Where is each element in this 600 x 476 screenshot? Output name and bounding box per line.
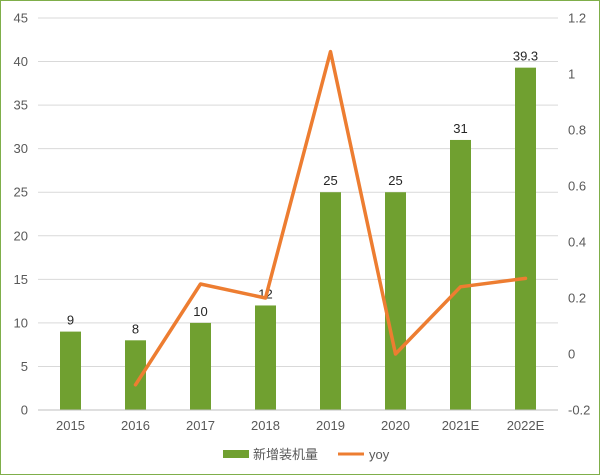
x-tick-label: 2018: [251, 418, 280, 433]
bar: [385, 192, 406, 410]
bar-data-label: 10: [193, 304, 207, 319]
right-tick-label: -0.2: [568, 403, 590, 418]
legend-bar-swatch: [223, 450, 249, 458]
x-tick-label: 2022E: [507, 418, 545, 433]
bar-data-label: 39.3: [513, 49, 538, 64]
right-tick-label: 0.6: [568, 179, 586, 194]
left-y-axis: 0 5 10 15 20 25 30 35 40 45: [14, 11, 28, 418]
left-tick-label: 0: [21, 403, 28, 418]
yoy-line: [133, 49, 528, 387]
gridlines: [38, 17, 558, 367]
right-tick-label: 0.8: [568, 123, 586, 138]
bar: [125, 340, 146, 410]
bar-series: [60, 67, 536, 411]
legend-bar-label: 新增装机量: [253, 447, 318, 462]
line-series: [133, 49, 528, 387]
legend-line-label: yoy: [369, 447, 390, 462]
left-tick-label: 25: [14, 185, 28, 200]
left-tick-label: 45: [14, 11, 28, 26]
right-y-axis: -0.2 0 0.2 0.4 0.6 0.8 1 1.2: [568, 11, 590, 418]
bar: [255, 305, 276, 410]
bar: [60, 331, 81, 410]
left-tick-label: 5: [21, 359, 28, 374]
bar: [450, 139, 471, 410]
left-tick-label: 40: [14, 54, 28, 69]
bar: [515, 67, 536, 411]
bar: [320, 192, 341, 410]
legend: 新增装机量 yoy: [223, 447, 390, 462]
right-tick-label: 1.2: [568, 11, 586, 26]
left-tick-label: 10: [14, 315, 28, 330]
bar-data-label: 25: [323, 173, 337, 188]
bar: [190, 322, 211, 410]
x-tick-label: 2020: [381, 418, 410, 433]
bar-data-label: 25: [388, 173, 402, 188]
bar-data-label: 8: [132, 321, 139, 336]
left-tick-label: 35: [14, 98, 28, 113]
x-tick-label: 2015: [56, 418, 85, 433]
right-tick-label: 0: [568, 347, 575, 362]
x-tick-label: 2021E: [442, 418, 480, 433]
x-tick-label: 2019: [316, 418, 345, 433]
x-tick-label: 2016: [121, 418, 150, 433]
x-tick-label: 2017: [186, 418, 215, 433]
left-tick-label: 20: [14, 228, 28, 243]
right-tick-label: 0.2: [568, 291, 586, 306]
bar-data-label: 31: [453, 121, 467, 136]
left-tick-label: 30: [14, 141, 28, 156]
bar-data-label: 9: [67, 313, 74, 328]
left-tick-label: 15: [14, 272, 28, 287]
x-axis: 2015 2016 2017 2018 2019 2020 2021E 2022E: [38, 409, 558, 433]
right-tick-label: 0.4: [568, 235, 586, 250]
right-tick-label: 1: [568, 67, 575, 82]
